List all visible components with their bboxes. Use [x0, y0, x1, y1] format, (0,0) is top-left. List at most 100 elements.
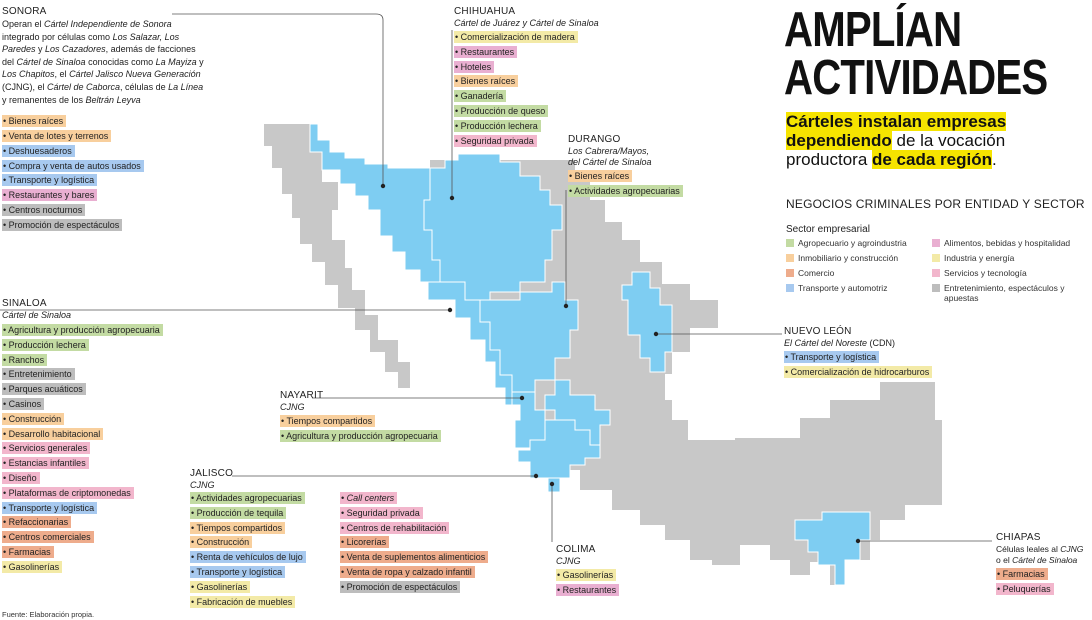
- dot-sonora: [380, 183, 386, 189]
- legend-swatch: [932, 269, 940, 277]
- text-run: , células de: [120, 81, 169, 92]
- tag-list: • Actividades agropecuarias • Producción …: [190, 492, 306, 608]
- sector-tag: • Venta de suplementos alimenticios: [340, 551, 489, 564]
- region-chihuahua: CHIHUAHUA Cártel de Juárez y Cártel de S…: [454, 6, 599, 149]
- legend-column-right: Alimentos, bebidas y hospitalidad Indust…: [932, 238, 1082, 308]
- sector-tag: • Parques acuáticos: [2, 383, 86, 396]
- map-chihuahua: [423, 153, 563, 301]
- text-run: El Cártel del Noreste: [784, 338, 868, 348]
- text-run: y: [196, 56, 204, 67]
- sector-tag: • Transporte y logística: [2, 501, 98, 514]
- region-cartel: Cártel de Sinaloa: [2, 310, 72, 320]
- region-jalisco-tags-col1: • Actividades agropecuarias • Producción …: [190, 492, 306, 610]
- legend-swatch: [932, 239, 940, 247]
- tag-list: • Call centers • Seguridad privada • Centr…: [340, 492, 489, 593]
- text-run: Los Salazar, Los Paredes: [2, 31, 180, 55]
- dot-nayarit: [519, 395, 525, 401]
- text-run: Beltrán Leyva: [85, 94, 141, 105]
- tag-list: • Tiempos compartidos • Agricultura y pro…: [280, 415, 441, 442]
- text-run: La Mayiza: [155, 56, 197, 67]
- sector-tag: • Comercialización de hidrocarburos: [784, 365, 933, 378]
- dot-sinaloa: [447, 307, 453, 313]
- sector-tag: • Actividades agropecuarias: [568, 184, 683, 197]
- dot-jalisco: [533, 473, 539, 479]
- sector-tag: • Bienes raíces: [568, 170, 633, 182]
- region-name: SINALOA: [2, 298, 47, 309]
- sector-tag: • Servicios generales: [2, 442, 91, 455]
- legend-label: Transporte y automotriz: [798, 283, 888, 293]
- region-cartel-line-2: del Cártel de Sinaloa: [568, 157, 652, 167]
- legend-label: Inmobiliario y construcción: [798, 253, 899, 263]
- text-run: (CDN): [867, 338, 896, 348]
- region-jalisco-tags-col2: • Call centers • Seguridad privada • Centr…: [340, 492, 489, 596]
- sector-tag: • Venta de lotes y terrenos: [2, 129, 112, 142]
- sector-tag: • Diseño: [2, 471, 40, 484]
- region-cartel: CJNG: [190, 480, 215, 490]
- headline-line2: ACTIVIDADES: [784, 51, 1048, 105]
- text-run: y remanentes de los: [2, 94, 86, 105]
- legend-label: Entretenimiento, espectáculos y apuestas: [944, 283, 1065, 303]
- sector-tag: • Transporte y logística: [784, 351, 880, 363]
- text-run: integrado por células como: [2, 31, 113, 42]
- text-run: , además de facciones del: [2, 44, 196, 67]
- subheadline-end: .: [991, 150, 997, 169]
- text-run: o el: [996, 555, 1013, 565]
- legend-label: Agropecuario y agroindustria: [798, 238, 907, 248]
- sector-tag: • Construcción: [190, 536, 253, 549]
- sector-tag: • Restaurantes: [556, 583, 620, 596]
- text-run: conocidas como: [85, 56, 156, 67]
- region-durango: DURANGO Los Cabrera/Mayos, del Cártel de…: [568, 134, 683, 200]
- sector-tag: • Hoteles: [454, 60, 495, 73]
- text-run: Cártel de Caborca: [47, 81, 121, 92]
- sector-tag: • Venta de ropa y calzado infantil: [340, 565, 475, 578]
- region-nayarit: NAYARIT CJNG • Tiempos compartidos • Agri…: [280, 390, 441, 445]
- legend-swatch: [786, 254, 794, 262]
- sector-tag: • Gasolinerías: [556, 569, 617, 581]
- legend-item: Inmobiliario y construcción: [786, 253, 926, 263]
- text-run: Los Chapitos: [2, 69, 55, 80]
- region-name: SONORA: [2, 6, 47, 17]
- text-run: Células leales al: [996, 544, 1061, 554]
- sector-tag: • Casinos: [2, 397, 45, 410]
- subheadline: Cárteles instalan empresas dependiendo d…: [786, 112, 1086, 169]
- sector-tag: • Producción de queso: [454, 104, 549, 117]
- sector-tag: • Centros comerciales: [2, 531, 94, 544]
- tag-list: • Farmacias • Peluquerías: [996, 568, 1090, 595]
- dot-nuevo-leon: [653, 331, 659, 337]
- sector-tag: • Transporte y logística: [190, 565, 286, 578]
- legend-title: Sector empresarial: [786, 224, 870, 235]
- section-title: NEGOCIOS CRIMINALES POR ENTIDAD Y SECTOR: [786, 197, 1085, 211]
- map-colima: [547, 477, 561, 493]
- sector-tag: • Promoción de espectáculos: [340, 580, 461, 593]
- legend-swatch: [786, 269, 794, 277]
- region-cartel: CJNG: [280, 402, 305, 412]
- region-description: Operan el Cártel Independiente de Sonora…: [2, 18, 207, 106]
- sector-tag: • Fabricación de muebles: [190, 595, 296, 608]
- map-mexico-mainland: [430, 160, 942, 585]
- text-run: y: [35, 44, 46, 55]
- legend-item: Agropecuario y agroindustria: [786, 238, 926, 248]
- dot-colima: [549, 481, 555, 487]
- region-sonora: SONORA Operan el Cártel Independiente de…: [2, 6, 207, 234]
- legend-swatch: [932, 254, 940, 262]
- region-cartel-line-1: Los Cabrera/Mayos,: [568, 146, 650, 156]
- headline-line1: AMPLÍAN: [784, 3, 962, 57]
- sector-tag: • Farmacias: [996, 568, 1048, 580]
- tag-list: • Bienes raíces • Venta de lotes y terren…: [2, 115, 207, 231]
- text-run: Cártel Independiente de Sonora: [44, 19, 172, 29]
- sector-tag: • Bienes raíces: [454, 75, 519, 88]
- sector-tag: • Transporte y logística: [2, 174, 98, 187]
- text-run: Cártel de Sinaloa: [16, 56, 86, 67]
- dot-durango: [563, 303, 569, 309]
- text-run: Operan el: [2, 19, 45, 29]
- text-run: (CJNG), el: [2, 81, 47, 92]
- sector-tag: • Agricultura y producción agropecuaria: [280, 429, 441, 442]
- legend-item: Alimentos, bebidas y hospitalidad: [932, 238, 1082, 248]
- legend-swatch: [786, 239, 794, 247]
- region-sinaloa: SINALOA Cártel de Sinaloa • Agricultura …: [2, 298, 163, 576]
- subheadline-highlight-1: Cárteles instalan empresas: [786, 112, 1007, 131]
- sector-tag: • Farmacias: [2, 545, 54, 558]
- sector-tag: • Compra y venta de autos usados: [2, 159, 144, 172]
- sector-tag: • Ganadería: [454, 90, 507, 103]
- subheadline-highlight-2: dependiendo: [786, 131, 892, 150]
